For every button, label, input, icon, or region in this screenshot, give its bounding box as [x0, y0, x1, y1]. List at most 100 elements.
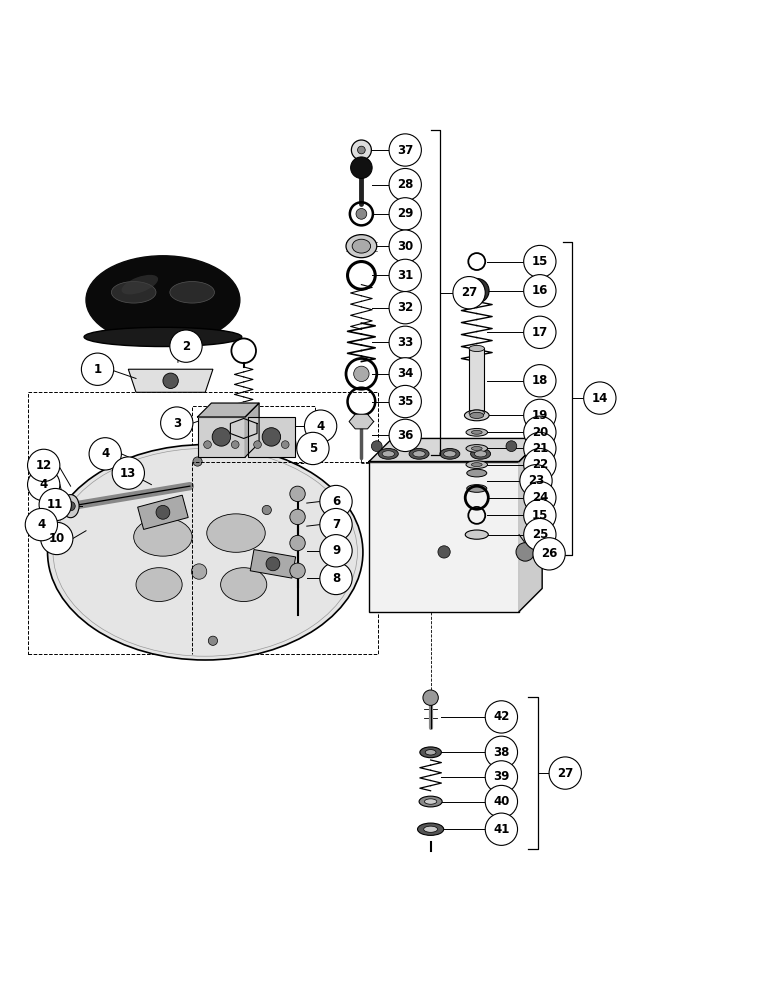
Circle shape [520, 465, 552, 497]
Ellipse shape [472, 430, 482, 434]
Circle shape [290, 486, 305, 502]
Text: 16: 16 [532, 284, 548, 297]
Circle shape [89, 438, 121, 470]
Circle shape [262, 428, 280, 446]
Text: 27: 27 [557, 767, 574, 780]
Circle shape [350, 157, 372, 178]
Ellipse shape [413, 451, 425, 457]
Circle shape [320, 562, 352, 595]
Bar [198, 417, 245, 457]
Circle shape [193, 457, 202, 466]
Ellipse shape [425, 750, 436, 755]
Circle shape [290, 509, 305, 525]
Ellipse shape [419, 796, 442, 807]
Text: 2: 2 [182, 340, 190, 353]
Circle shape [212, 428, 231, 446]
Text: 14: 14 [591, 392, 608, 405]
Circle shape [423, 690, 438, 705]
Ellipse shape [121, 275, 158, 294]
Circle shape [163, 373, 178, 388]
Circle shape [290, 535, 305, 551]
Circle shape [523, 275, 556, 307]
Circle shape [516, 543, 534, 561]
Circle shape [486, 813, 517, 845]
Circle shape [262, 505, 272, 515]
Text: 33: 33 [397, 336, 413, 349]
Ellipse shape [471, 448, 491, 459]
Circle shape [523, 448, 556, 481]
Circle shape [112, 457, 144, 489]
Text: 42: 42 [493, 710, 510, 723]
Circle shape [296, 432, 329, 465]
Bar [369, 462, 519, 612]
Text: 23: 23 [528, 474, 544, 487]
Polygon shape [198, 403, 259, 417]
Circle shape [389, 385, 422, 418]
Ellipse shape [409, 448, 429, 459]
Circle shape [266, 557, 279, 571]
Circle shape [549, 757, 581, 789]
Ellipse shape [472, 463, 482, 467]
Circle shape [28, 449, 60, 482]
Polygon shape [519, 438, 542, 612]
Ellipse shape [207, 514, 266, 552]
Ellipse shape [466, 445, 488, 452]
Circle shape [472, 285, 482, 296]
Circle shape [389, 292, 422, 324]
Ellipse shape [378, 448, 398, 459]
Text: 15: 15 [532, 255, 548, 268]
Text: 11: 11 [47, 498, 63, 511]
Text: 4: 4 [37, 518, 46, 531]
Ellipse shape [470, 412, 484, 418]
Circle shape [523, 316, 556, 348]
Ellipse shape [466, 530, 489, 539]
Circle shape [389, 168, 422, 201]
Bar [469, 348, 485, 413]
Polygon shape [230, 418, 257, 438]
Circle shape [523, 482, 556, 514]
Text: 24: 24 [532, 491, 548, 504]
Text: 41: 41 [493, 823, 510, 836]
Circle shape [453, 277, 486, 309]
Circle shape [170, 330, 202, 362]
Circle shape [389, 259, 422, 292]
Text: 35: 35 [397, 395, 414, 408]
Text: 8: 8 [332, 572, 340, 585]
Text: 4: 4 [101, 447, 110, 460]
Circle shape [28, 468, 60, 501]
Ellipse shape [170, 282, 215, 303]
Circle shape [281, 441, 289, 448]
Text: 34: 34 [397, 367, 414, 380]
Circle shape [156, 505, 170, 519]
Ellipse shape [418, 823, 444, 835]
Ellipse shape [467, 469, 487, 477]
Circle shape [389, 326, 422, 358]
Circle shape [523, 416, 556, 448]
Circle shape [191, 564, 207, 579]
Circle shape [39, 488, 71, 521]
Text: 7: 7 [332, 518, 340, 531]
Text: 29: 29 [397, 207, 414, 220]
Ellipse shape [440, 448, 460, 459]
Circle shape [66, 502, 75, 511]
Circle shape [389, 358, 422, 390]
Ellipse shape [475, 451, 487, 457]
Polygon shape [245, 403, 259, 457]
Ellipse shape [444, 451, 456, 457]
Text: 15: 15 [532, 509, 548, 522]
Circle shape [320, 485, 352, 518]
Text: 19: 19 [532, 409, 548, 422]
Text: 5: 5 [309, 442, 317, 455]
Text: 31: 31 [397, 269, 413, 282]
Text: 6: 6 [332, 495, 340, 508]
Text: 27: 27 [461, 286, 477, 299]
Circle shape [357, 146, 365, 154]
Circle shape [81, 353, 113, 385]
Circle shape [486, 736, 517, 768]
Ellipse shape [425, 799, 437, 804]
Text: 21: 21 [532, 442, 548, 455]
Circle shape [438, 546, 450, 558]
Text: 26: 26 [541, 547, 557, 560]
Text: 18: 18 [532, 374, 548, 387]
Text: 3: 3 [173, 417, 181, 430]
